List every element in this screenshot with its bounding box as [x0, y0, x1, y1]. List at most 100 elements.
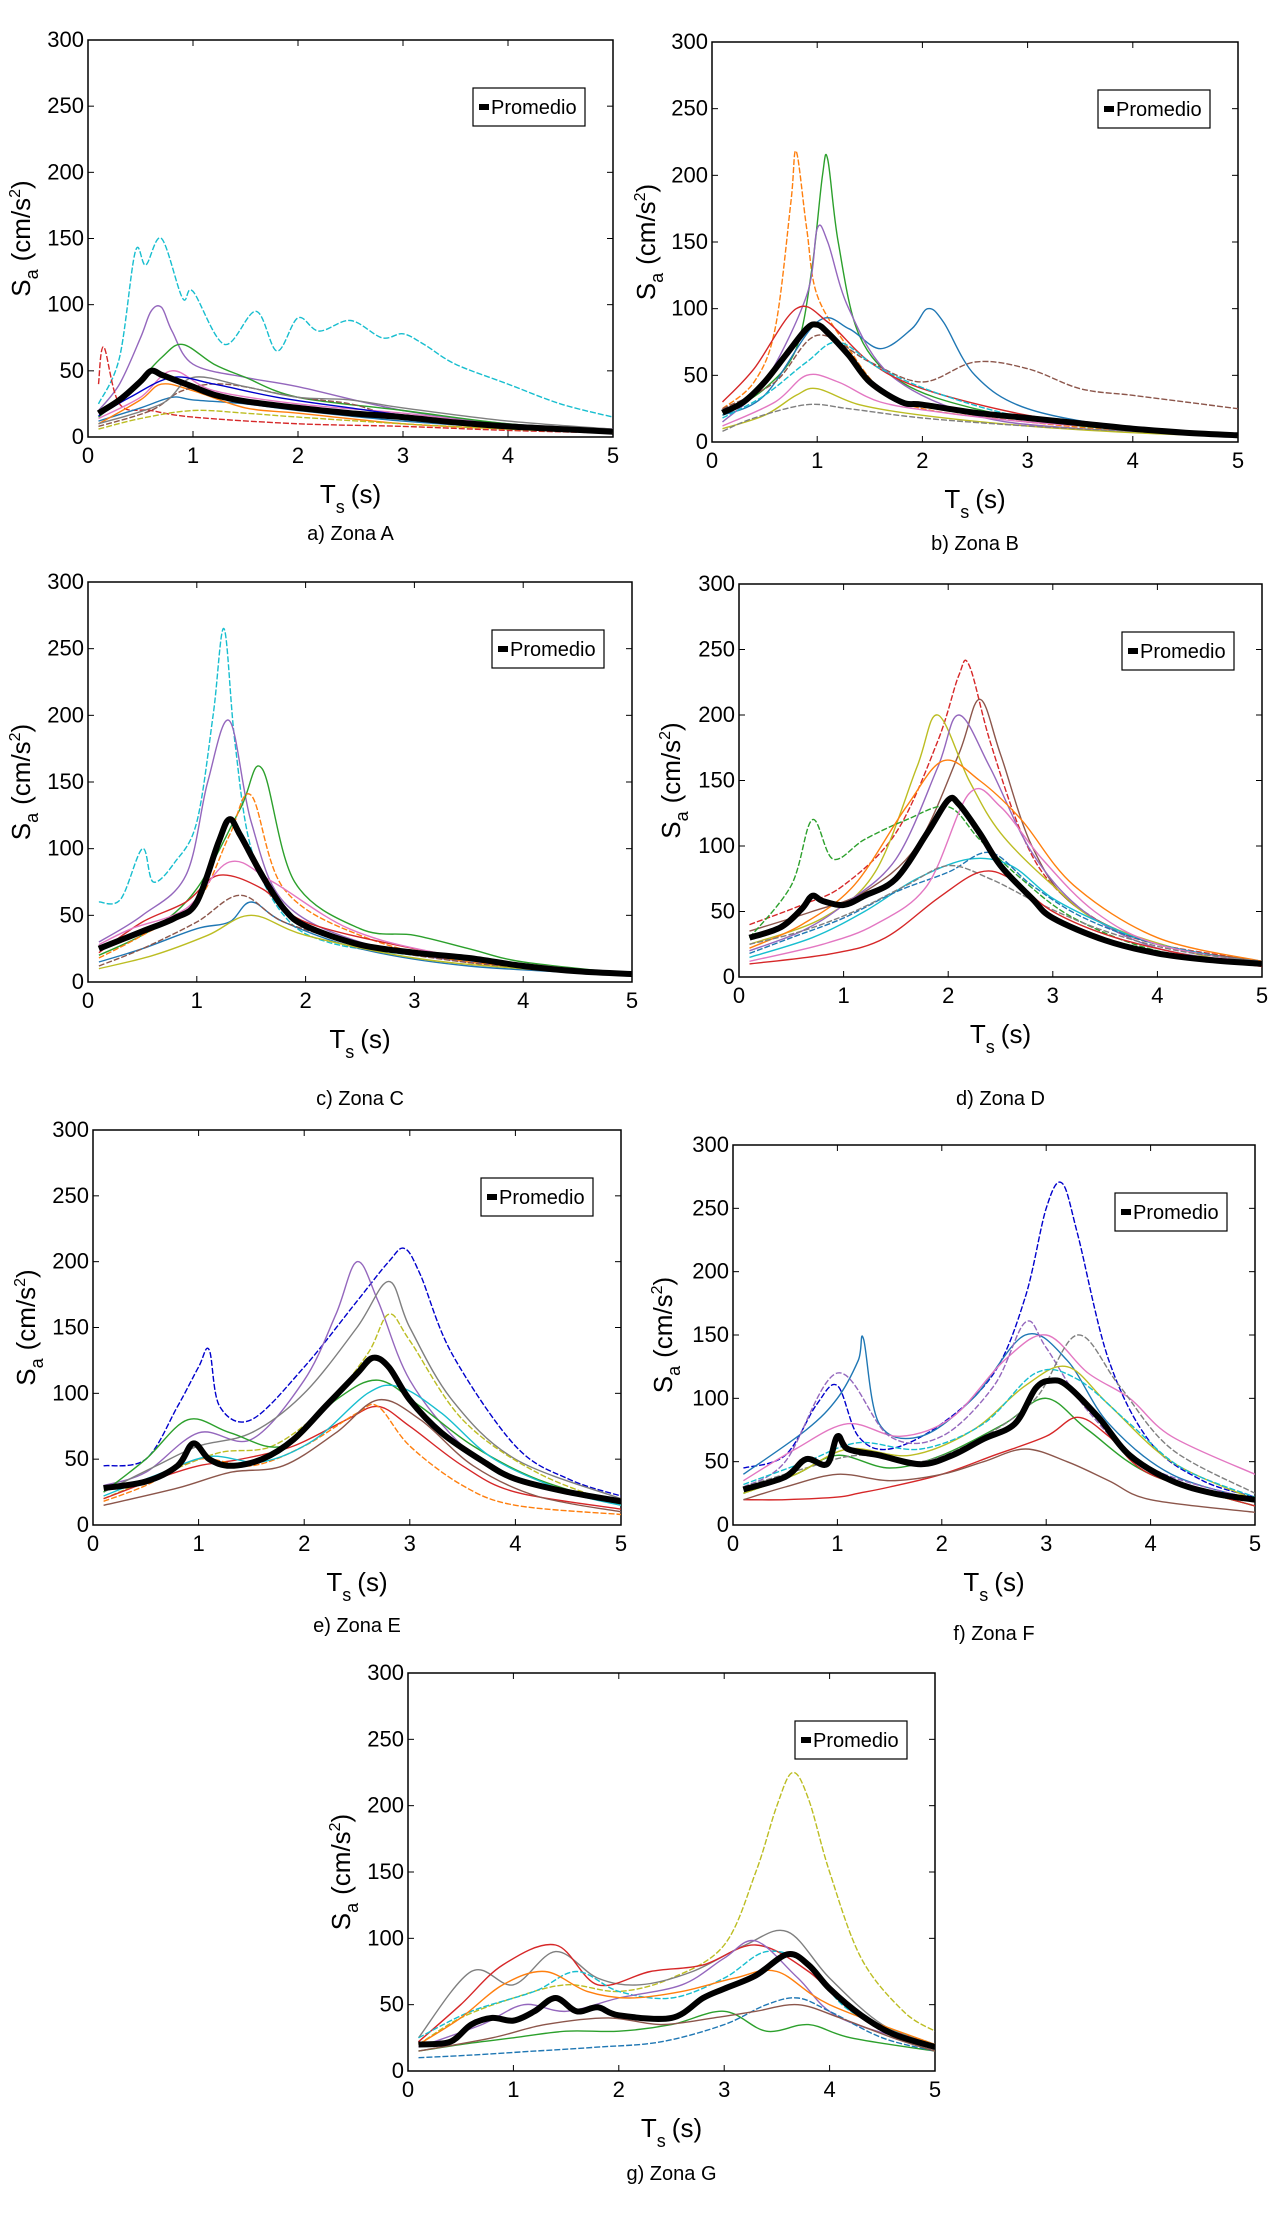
- x-axis-label-main: T: [944, 484, 960, 514]
- x-tick-label: 1: [191, 988, 203, 1013]
- y-axis-label: Sa (cm/s2): [6, 724, 42, 840]
- legend-box: [472, 87, 586, 127]
- y-axis-label-sup: 2: [327, 1822, 344, 1831]
- y-tick-label: 50: [60, 902, 84, 927]
- y-tick-label: 250: [367, 1726, 404, 1751]
- y-axis-label-unit: (cm/s: [631, 201, 661, 265]
- data-lines: [748, 659, 1262, 968]
- y-tick-label: 300: [698, 571, 735, 596]
- legend: Promedio: [472, 87, 586, 127]
- record-line: [98, 765, 632, 975]
- x-tick-label: 4: [1127, 448, 1139, 473]
- legend: Promedio: [794, 1720, 908, 1760]
- x-axis-label-unit: (s): [357, 1567, 387, 1597]
- panel-caption: c) Zona C: [316, 1088, 404, 1110]
- x-tick-label: 5: [615, 1531, 627, 1556]
- legend-label: Promedio: [491, 97, 577, 119]
- y-axis-label-unit: (cm/s: [326, 1831, 356, 1895]
- y-axis-label-main: S: [631, 283, 661, 300]
- y-tick-label: 0: [77, 1512, 89, 1537]
- y-axis-label-sup: 2: [7, 189, 24, 198]
- chart-panel-c: 0 50 100 150 200 250 300 0 1 2 3 4 5 Promedio Ts (s) Sa (…: [6, 569, 638, 1110]
- y-axis-label: Sa (cm/s2): [631, 184, 667, 300]
- y-tick-label: 300: [47, 27, 84, 52]
- y-tick-label: 50: [65, 1446, 89, 1471]
- x-tick-label: 3: [397, 443, 409, 468]
- legend-box: [794, 1720, 908, 1760]
- x-axis-label-main: T: [970, 1019, 986, 1049]
- x-tick-label: 3: [1047, 983, 1059, 1008]
- y-axis-label-close: ): [6, 724, 36, 733]
- record-line: [743, 1334, 1255, 1482]
- panel-caption: e) Zona E: [313, 1615, 401, 1637]
- panel-caption: d) Zona D: [956, 1088, 1045, 1110]
- x-tick-label: 3: [1021, 448, 1033, 473]
- x-tick-label: 4: [823, 2077, 835, 2102]
- x-tick-label: 1: [187, 443, 199, 468]
- x-axis-label-sub: s: [986, 1037, 995, 1057]
- y-axis-label: Sa (cm/s2): [6, 180, 42, 296]
- data-lines: [721, 150, 1238, 439]
- y-axis-label-sup: 2: [7, 732, 24, 741]
- legend-box: [480, 1177, 594, 1217]
- y-axis-label-sup: 2: [12, 1278, 29, 1287]
- y-axis-label-close: ): [631, 184, 661, 193]
- x-axis-label-unit: (s): [360, 1024, 390, 1054]
- y-tick-label: 300: [367, 1660, 404, 1685]
- y-tick-label: 150: [698, 768, 735, 793]
- legend-label: Promedio: [510, 639, 596, 661]
- x-tick-label: 2: [292, 443, 304, 468]
- panel-caption: f) Zona F: [953, 1623, 1034, 1645]
- x-tick-label: 1: [837, 983, 849, 1008]
- y-tick-label: 50: [711, 899, 735, 924]
- promedio-line: [96, 367, 613, 435]
- y-tick-label: 150: [367, 1859, 404, 1884]
- promedio-line: [103, 1354, 621, 1505]
- record-line: [103, 1384, 621, 1506]
- y-axis-label-close: ): [11, 1269, 41, 1278]
- y-tick-label: 100: [52, 1380, 89, 1405]
- x-axis-label-sub: s: [657, 2131, 666, 2151]
- x-tick-label: 2: [613, 2077, 625, 2102]
- record-line: [418, 1969, 935, 2046]
- promedio-line: [748, 794, 1262, 967]
- record-line: [98, 376, 613, 430]
- x-tick-label: 1: [831, 1531, 843, 1556]
- x-tick-label: 4: [1144, 1531, 1156, 1556]
- y-axis-label-sub: a: [22, 268, 42, 279]
- legend: Promedio: [491, 629, 605, 669]
- record-line: [103, 1379, 621, 1506]
- y-tick-label: 50: [380, 1992, 404, 2017]
- y-axis-label-sup: 2: [657, 731, 674, 740]
- x-tick-label: 3: [404, 1531, 416, 1556]
- data-lines: [97, 627, 632, 977]
- x-tick-label: 2: [916, 448, 928, 473]
- record-line: [742, 1332, 1255, 1501]
- x-axis-label-sub: s: [342, 1585, 351, 1605]
- record-line: [749, 870, 1262, 968]
- y-tick-label: 300: [52, 1117, 89, 1142]
- legend-label: Promedio: [1116, 99, 1202, 121]
- y-axis-label: Sa (cm/s2): [656, 722, 692, 838]
- legend: Promedio: [1121, 631, 1235, 671]
- y-tick-label: 300: [692, 1132, 729, 1157]
- y-axis-label-main: S: [326, 1913, 356, 1930]
- x-tick-label: 1: [507, 2077, 519, 2102]
- legend-label: Promedio: [813, 1730, 899, 1752]
- record-line: [417, 1929, 935, 2046]
- x-tick-label: 0: [82, 443, 94, 468]
- x-axis-label: Ts (s): [963, 1567, 1024, 1605]
- x-axis-label-main: T: [641, 2113, 657, 2143]
- y-tick-label: 250: [52, 1183, 89, 1208]
- y-axis-label-unit: (cm/s: [648, 1294, 678, 1358]
- y-tick-label: 100: [671, 296, 708, 321]
- record-line: [418, 1771, 935, 2046]
- y-tick-label: 200: [47, 159, 84, 184]
- x-axis-label-sub: s: [345, 1042, 354, 1062]
- x-axis-label-main: T: [329, 1024, 345, 1054]
- y-axis-label-close: ): [6, 180, 36, 189]
- x-tick-label: 0: [82, 988, 94, 1013]
- record-line: [743, 1448, 1255, 1513]
- x-tick-label: 5: [1249, 1531, 1261, 1556]
- chart-panel-g: 0 50 100 150 200 250 300 0 1 2 3 4 5 Promedio Ts (s) Sa (…: [326, 1660, 941, 2185]
